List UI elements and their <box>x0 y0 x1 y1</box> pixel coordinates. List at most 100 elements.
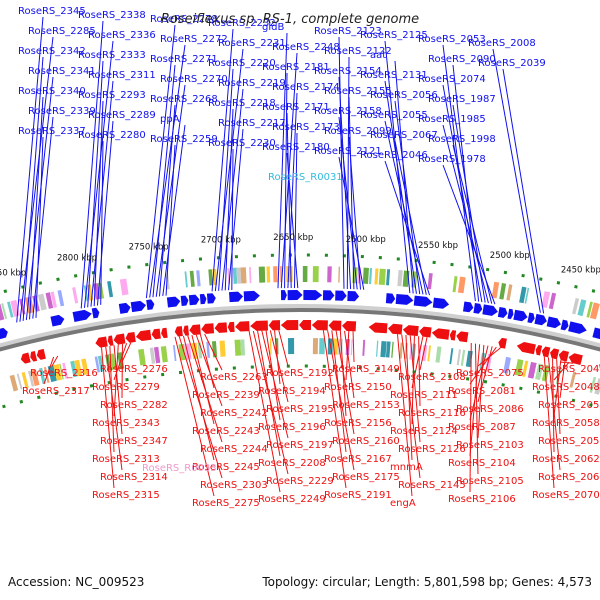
reverse-cds-arrow <box>498 337 507 349</box>
forward-cds-arrow <box>527 312 535 324</box>
forward-gene-label: RoseRS_2056 <box>370 90 438 101</box>
reverse-cds-arrow <box>125 331 136 343</box>
reverse-gene-label: RoseRS_2244 <box>200 444 268 455</box>
forward-cog-block <box>374 268 379 285</box>
forward-cds-arrow <box>280 290 287 301</box>
reverse-cog-block <box>97 355 105 372</box>
forward-gene-label: RoseRS_2123 <box>314 26 382 37</box>
forward-cds-arrow <box>568 321 587 334</box>
map-title: Roseiflexus sp. RS-1, complete genome <box>161 12 419 27</box>
forward-leader-line <box>32 116 54 319</box>
reverse-gene-label: RoseRS_2116 <box>398 408 466 419</box>
reverse-gene-label: RoseRS_2150 <box>324 382 392 393</box>
forward-leader-line <box>293 132 298 289</box>
forward-cog-block <box>184 271 188 288</box>
reverse-leader-line <box>121 342 132 363</box>
forward-gene-label: RoseRS_2270 <box>160 74 228 85</box>
reverse-cog-block <box>16 373 23 390</box>
reverse-cog-block <box>153 346 161 364</box>
reverse-cds-arrow <box>113 333 126 345</box>
forward-cds-arrow <box>166 296 181 308</box>
reverse-cds-arrow <box>161 327 168 339</box>
forward-cds-arrow <box>507 308 514 320</box>
reverse-gene-label: RoseRS_2282 <box>100 400 168 411</box>
reverse-gene-label: RoseRS_2343 <box>92 418 160 429</box>
reverse-gene-label: RoseRS_2126 <box>398 444 466 455</box>
reverse-gene-label: RoseRS_2315 <box>92 490 160 501</box>
reverse-cds-arrow <box>558 350 570 362</box>
forward-cds-arrow <box>385 293 396 304</box>
reverse-cds-arrow <box>214 322 228 333</box>
kbp-tick-label: 2650 kbp <box>273 233 313 243</box>
forward-leader-line <box>348 96 355 290</box>
forward-cds-arrow <box>560 319 569 331</box>
reverse-cog-block <box>47 365 57 383</box>
forward-cog-block <box>232 267 238 284</box>
reverse-cog-block <box>59 363 64 380</box>
forward-cds-arrow <box>473 303 483 314</box>
forward-cds-arrow <box>513 309 528 322</box>
forward-cog-block <box>37 293 47 311</box>
forward-cds-arrow <box>497 306 508 318</box>
reverse-cog-block <box>234 339 242 356</box>
forward-cog-block <box>249 267 252 284</box>
reverse-gene-label: RoseRS_2057 <box>538 400 600 411</box>
reverse-cog-block <box>376 340 379 357</box>
reverse-leader-line <box>409 335 421 443</box>
reverse-cds-arrow <box>235 321 250 332</box>
reverse-gene-label: RoseRS_2108 <box>398 372 466 383</box>
reverse-gene-label: RoseRS_2070 <box>532 490 600 501</box>
reverse-cog-block <box>465 350 473 368</box>
forward-leader-line <box>384 160 431 296</box>
forward-cog-block <box>72 287 79 304</box>
forward-cog-block <box>286 266 293 283</box>
forward-gene-label: RoseRS_1985 <box>418 114 486 125</box>
reverse-cds-arrow <box>183 325 190 336</box>
reverse-leader-line <box>559 361 574 364</box>
reverse-cog-block <box>312 338 319 355</box>
reverse-gene-label: mnmA <box>390 462 423 473</box>
forward-leader-line <box>338 76 352 290</box>
forward-cds-arrow <box>188 294 200 306</box>
forward-cog-block <box>236 267 242 284</box>
reverse-cog-block <box>138 348 146 366</box>
forward-leader-line <box>214 48 244 292</box>
forward-leader-line <box>87 60 104 308</box>
reverse-cog-block <box>460 349 466 366</box>
forward-cog-block <box>119 278 129 296</box>
forward-leader-line <box>442 164 496 305</box>
forward-gene-label: RoseRS_1987 <box>428 94 496 105</box>
reverse-gene-label: RoseRS_2208 <box>258 458 326 469</box>
forward-gene-label: RoseRS_2259 <box>150 134 218 145</box>
reverse-gene-label: RoseRS_2316 <box>30 368 98 379</box>
reverse-gene-label: RoseRS_2145 <box>398 480 466 491</box>
forward-cds-arrow <box>413 295 433 307</box>
forward-cds-arrow <box>462 301 474 313</box>
reverse-cog-block <box>319 338 325 355</box>
reverse-cds-arrow <box>268 320 281 331</box>
forward-cog-block <box>586 301 593 318</box>
forward-cog-block <box>338 266 341 283</box>
reverse-leader-line <box>113 344 119 417</box>
reverse-cds-arrow <box>328 320 342 331</box>
forward-leader-line <box>152 64 176 298</box>
forward-gene-label: RoseRS_2280 <box>78 130 146 141</box>
forward-gene-label: ppA <box>160 114 180 125</box>
reverse-gene-label: RoseRS_2239 <box>192 390 260 401</box>
reverse-leader-line <box>477 344 485 439</box>
forward-gene-label: RoseRS_2341 <box>28 66 96 77</box>
reverse-gene-label: RoseRS_2194 <box>258 386 326 397</box>
kbp-tick-label: 2450 kbp <box>561 265 600 275</box>
reverse-leader-line <box>335 330 355 435</box>
reverse-gene-label: RoseRS_2195 <box>266 404 334 415</box>
forward-gene-label: RoseRS_2311 <box>88 70 156 81</box>
forward-cds-arrow <box>199 293 207 305</box>
reverse-gene-label: RoseRS_2197 <box>266 440 334 451</box>
forward-gene-label: RoseRS_2099 <box>324 126 392 137</box>
forward-leader-line <box>277 32 288 289</box>
kbp-tick-label: 2500 kbp <box>490 251 530 261</box>
reverse-gene-label: RoseRS_2124 <box>390 426 458 437</box>
forward-leader-line <box>287 92 298 289</box>
reverse-cog-block <box>109 353 117 370</box>
reverse-cds-arrow <box>227 321 235 333</box>
